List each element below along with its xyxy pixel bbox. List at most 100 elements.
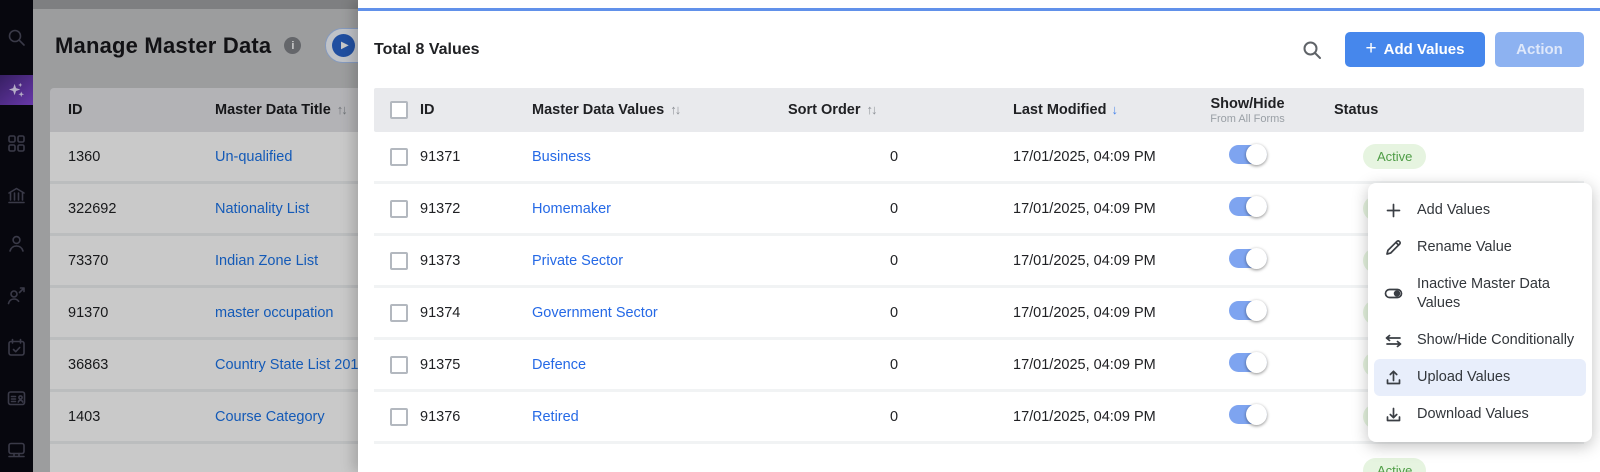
row-checkbox[interactable] — [390, 303, 408, 322]
cell-sort-order: 0 — [890, 200, 899, 217]
plus-icon: + — [1365, 37, 1377, 59]
toggle-icon — [1384, 288, 1403, 299]
show-hide-toggle[interactable] — [1228, 300, 1267, 321]
calendar-check-icon[interactable] — [6, 337, 27, 358]
show-hide-toggle[interactable] — [1228, 352, 1267, 373]
cell-sort-order: 0 — [890, 408, 899, 425]
master-data-values-panel: Total 8 Values + Add Values Action ID Ma… — [358, 0, 1600, 472]
menu-item-upload-values[interactable]: Upload Values — [1374, 358, 1586, 396]
column-header-show-hide: Show/Hide From All Forms — [1185, 96, 1310, 125]
status-badge: Active — [1363, 144, 1427, 169]
show-hide-toggle[interactable] — [1228, 248, 1267, 269]
value-row[interactable]: 91371 Business 0 17/01/2025, 04:09 PM Ac… — [374, 132, 1584, 184]
value-link[interactable]: Business — [532, 148, 591, 165]
apps-grid-icon[interactable] — [6, 133, 27, 154]
row-checkbox[interactable] — [390, 407, 408, 426]
column-header-title[interactable]: Master Data Title ↑↓ — [215, 102, 348, 118]
pencil-icon — [1386, 240, 1401, 255]
action-dropdown-menu: Add Values Rename Value Inactive Master … — [1368, 183, 1592, 442]
cell-sort-order: 0 — [890, 304, 899, 321]
column-header-sort-order[interactable]: Sort Order ↑↓ — [788, 102, 878, 118]
menu-item-inactive-values[interactable]: Inactive Master Data Values — [1374, 266, 1586, 322]
master-data-values-table: ID Master Data Values ↑↓ Sort Order ↑↓ Las… — [374, 88, 1584, 472]
institution-icon[interactable] — [6, 185, 27, 206]
page-title: Manage Master Data — [55, 32, 272, 58]
modal-backdrop[interactable] — [0, 0, 358, 472]
row-checkbox[interactable] — [390, 199, 408, 218]
cell-sort-order: 0 — [890, 252, 899, 269]
cell-id: 322692 — [68, 200, 117, 217]
sort-icon[interactable]: ↑↓ — [670, 102, 681, 117]
download-icon — [1386, 407, 1401, 422]
cell-id: 73370 — [68, 252, 109, 269]
value-link[interactable]: Defence — [532, 356, 587, 373]
cell-sort-order: 0 — [890, 148, 899, 165]
device-icon[interactable] — [6, 440, 27, 461]
cell-last-modified: 17/01/2025, 04:09 PM — [1013, 408, 1156, 425]
title-link[interactable]: Indian Zone List — [215, 252, 319, 269]
action-button[interactable]: Action — [1495, 32, 1584, 67]
cell-id: 1403 — [68, 408, 101, 425]
column-header-id[interactable]: ID — [420, 102, 435, 118]
value-link[interactable]: Retired — [532, 408, 579, 425]
search-icon[interactable] — [1301, 39, 1323, 61]
add-values-button[interactable]: + Add Values — [1345, 32, 1485, 67]
menu-item-add-values[interactable]: Add Values — [1374, 192, 1586, 229]
swap-horizontal-icon — [1385, 334, 1402, 348]
sort-icon[interactable]: ↑↓ — [336, 102, 348, 117]
show-hide-toggle[interactable] — [1228, 196, 1267, 217]
cell-id: 91373 — [420, 252, 461, 269]
column-header-status: Status — [1334, 102, 1379, 118]
panel-top-accent — [358, 8, 1600, 11]
cell-last-modified: 17/01/2025, 04:09 PM — [1013, 200, 1156, 217]
title-link[interactable]: master occupation — [215, 304, 334, 321]
value-row[interactable]: 91375 Defence 0 17/01/2025, 04:09 PM Act… — [374, 340, 1584, 392]
id-card-icon[interactable] — [6, 388, 27, 409]
cell-id: 91372 — [420, 200, 461, 217]
plus-icon — [1386, 203, 1401, 218]
total-values-label: Total 8 Values — [374, 40, 480, 58]
user-icon[interactable] — [6, 233, 27, 254]
value-link[interactable]: Homemaker — [532, 200, 611, 217]
select-all-checkbox[interactable] — [390, 101, 408, 119]
cell-id: 91376 — [420, 408, 461, 425]
cell-id: 91371 — [420, 148, 461, 165]
value-link[interactable]: Private Sector — [532, 252, 624, 269]
title-link[interactable]: Nationality List — [215, 200, 310, 217]
cell-id: 91375 — [420, 356, 461, 373]
row-checkbox[interactable] — [390, 147, 408, 166]
cell-last-modified: 17/01/2025, 04:09 PM — [1013, 356, 1156, 373]
search-icon[interactable] — [6, 27, 27, 48]
sort-icon[interactable]: ↑↓ — [866, 102, 878, 117]
show-hide-subtitle: From All Forms — [1210, 112, 1285, 125]
title-link[interactable]: Un-qualified — [215, 148, 293, 165]
menu-item-download-values[interactable]: Download Values — [1374, 396, 1586, 433]
cell-id: 36863 — [68, 356, 109, 373]
upload-icon — [1386, 370, 1401, 385]
title-link[interactable]: Course Category — [215, 408, 325, 425]
row-checkbox[interactable] — [390, 355, 408, 374]
status-badge: Active — [1363, 458, 1427, 472]
show-hide-toggle[interactable] — [1228, 404, 1267, 425]
menu-item-rename-value[interactable]: Rename Value — [1374, 229, 1586, 266]
cell-id: 1360 — [68, 148, 101, 165]
column-header-last-modified[interactable]: Last Modified ↓ — [1013, 102, 1118, 118]
info-icon[interactable]: i — [284, 37, 302, 54]
show-hide-toggle[interactable] — [1228, 144, 1267, 165]
row-checkbox[interactable] — [390, 251, 408, 270]
value-row-partial: Active — [374, 444, 1584, 472]
cell-last-modified: 17/01/2025, 04:09 PM — [1013, 148, 1156, 165]
cell-last-modified: 17/01/2025, 04:09 PM — [1013, 304, 1156, 321]
ai-sparkles-icon[interactable] — [0, 75, 33, 105]
table-header-row: ID Master Data Values ↑↓ Sort Order ↑↓ Las… — [374, 88, 1584, 132]
app-sidebar — [0, 0, 33, 472]
value-link[interactable]: Government Sector — [532, 304, 658, 321]
sort-desc-icon[interactable]: ↓ — [1111, 102, 1118, 117]
column-header-values[interactable]: Master Data Values ↑↓ — [532, 102, 681, 118]
column-header-id[interactable]: ID — [68, 102, 83, 118]
cell-id: 91370 — [68, 304, 109, 321]
menu-item-show-hide-conditionally[interactable]: Show/Hide Conditionally — [1374, 322, 1586, 359]
cell-id: 91374 — [420, 304, 461, 321]
title-link[interactable]: Country State List 201 — [215, 356, 359, 373]
user-referral-icon[interactable] — [6, 285, 27, 306]
